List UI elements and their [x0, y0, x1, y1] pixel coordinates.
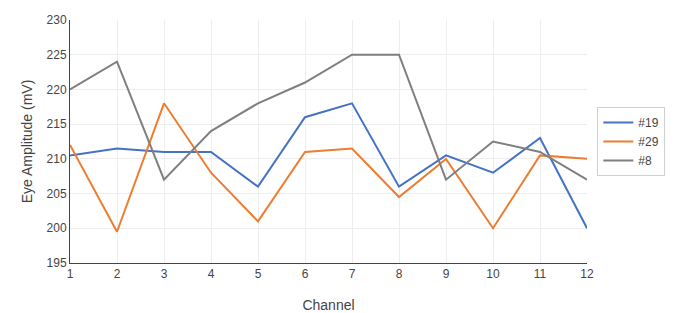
svg-text:Channel: Channel [302, 297, 354, 313]
svg-text:#19: #19 [638, 116, 658, 130]
svg-text:4: 4 [208, 267, 215, 281]
svg-text:215: 215 [47, 117, 67, 131]
svg-text:6: 6 [302, 267, 309, 281]
svg-text:7: 7 [349, 267, 356, 281]
svg-text:5: 5 [255, 267, 262, 281]
svg-text:10: 10 [486, 267, 500, 281]
svg-text:#8: #8 [638, 154, 652, 168]
svg-text:2: 2 [114, 267, 121, 281]
svg-text:Eye Amplitude (mV): Eye Amplitude (mV) [19, 80, 35, 204]
svg-text:195: 195 [47, 256, 67, 270]
svg-text:9: 9 [443, 267, 450, 281]
svg-text:205: 205 [47, 187, 67, 201]
svg-text:8: 8 [396, 267, 403, 281]
svg-text:#29: #29 [638, 135, 658, 149]
svg-text:210: 210 [47, 152, 67, 166]
svg-text:225: 225 [47, 48, 67, 62]
svg-text:1: 1 [67, 267, 74, 281]
svg-text:230: 230 [47, 13, 67, 27]
svg-text:3: 3 [161, 267, 168, 281]
svg-text:12: 12 [580, 267, 594, 281]
svg-text:220: 220 [47, 83, 67, 97]
svg-text:11: 11 [534, 267, 547, 281]
svg-text:200: 200 [47, 221, 67, 235]
